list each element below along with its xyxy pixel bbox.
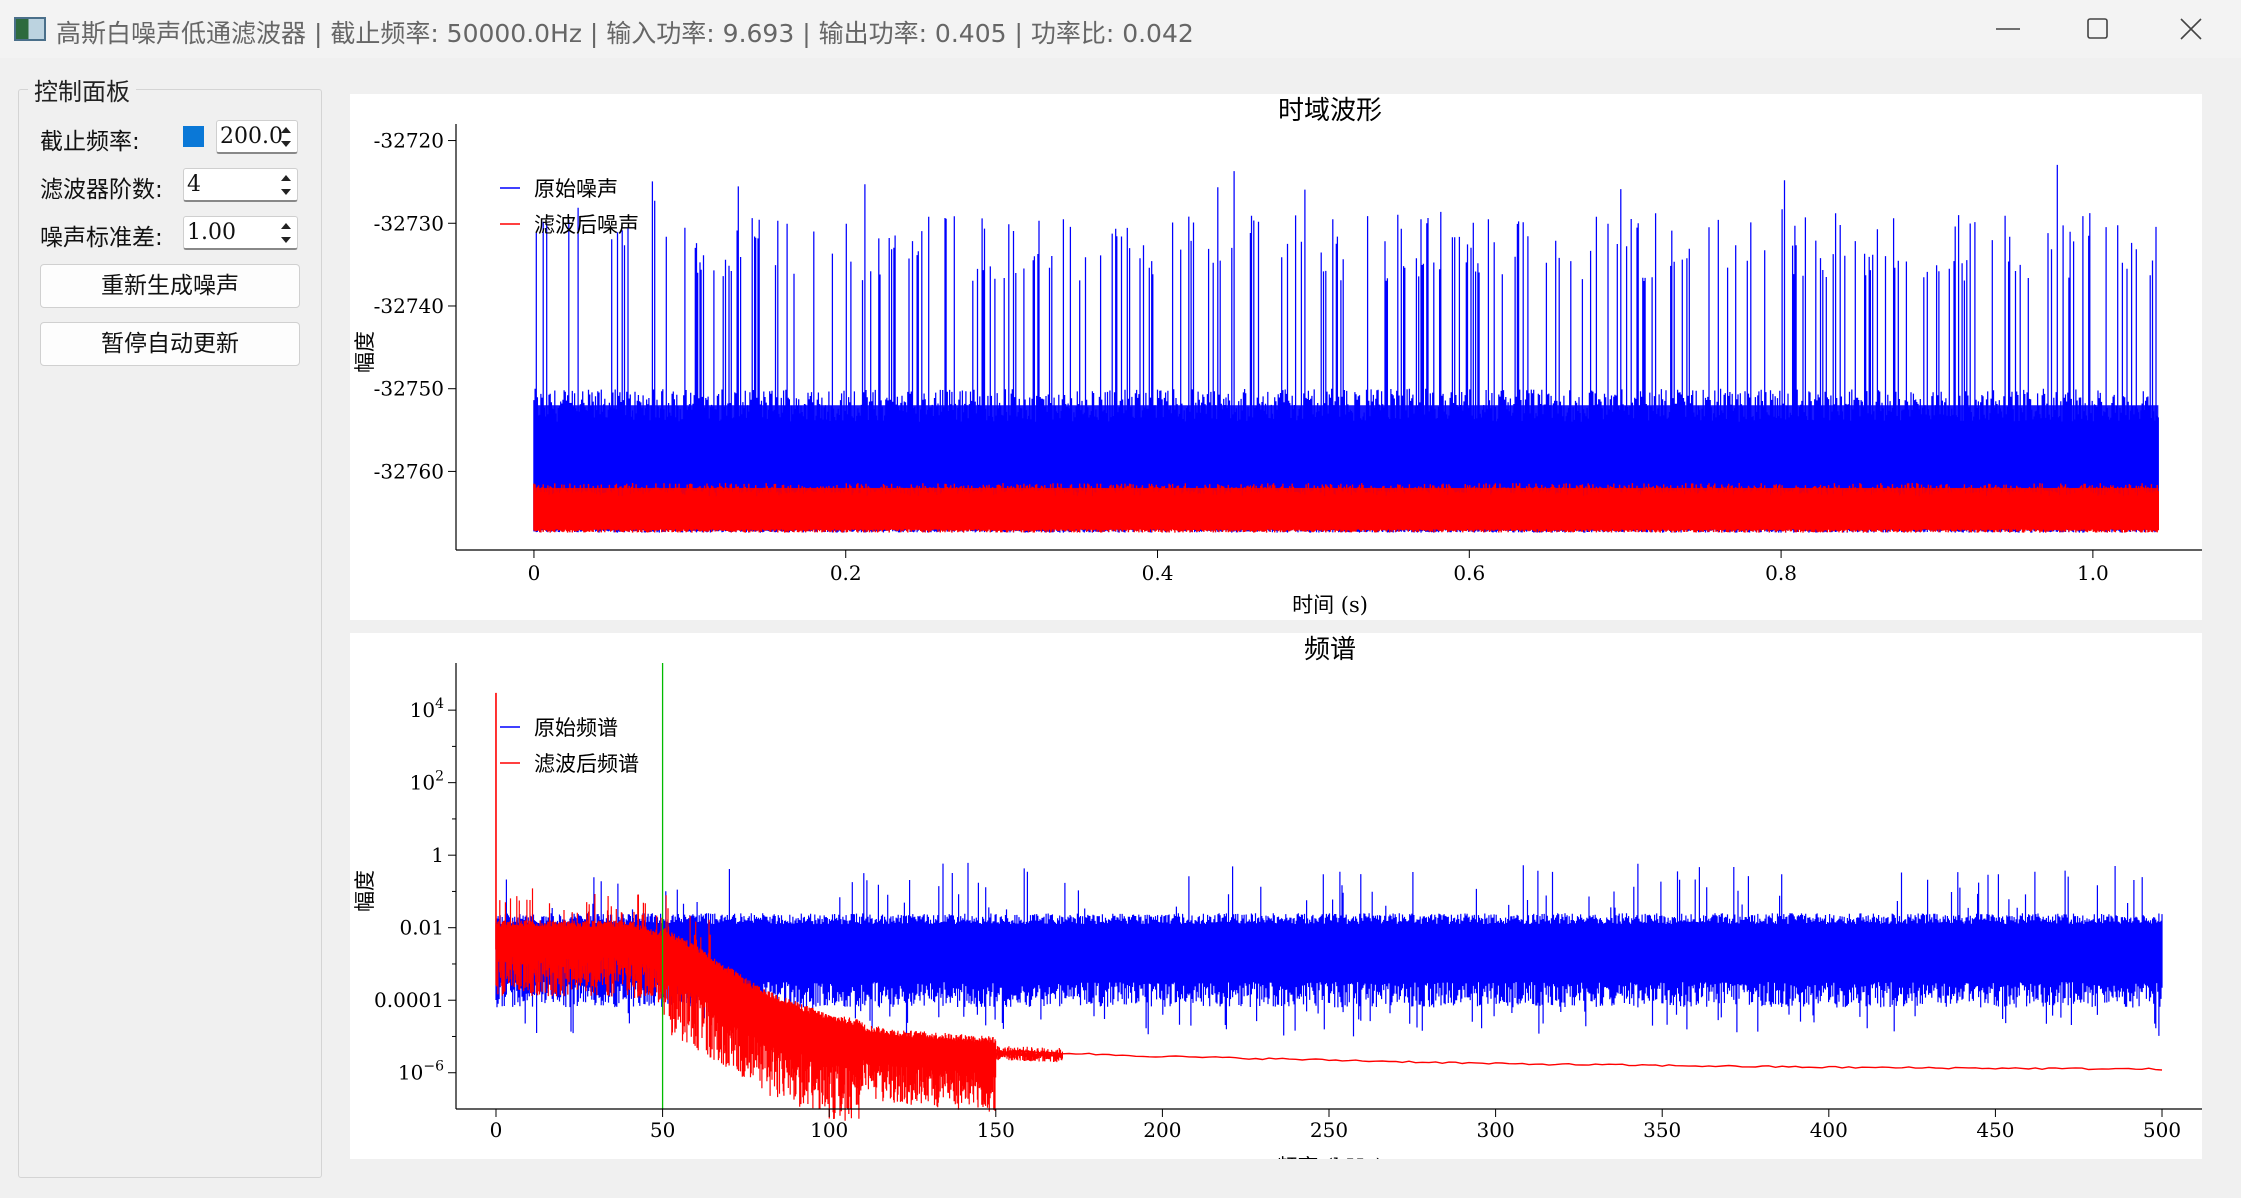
cutoff-color-swatch [183,126,204,147]
legend-label: 原始频谱 [534,716,618,740]
x-tick-label: 350 [1643,1118,1681,1142]
filtered-noise-band [533,487,2159,530]
y-tick-label: 102 [410,769,444,795]
x-tick-label: 200 [1143,1118,1181,1142]
minimize-button[interactable] [1962,0,2054,58]
spin-arrows-icon[interactable] [275,121,297,153]
cutoff-value: 200.0 [220,124,283,149]
y-tick-label: -32760 [374,459,444,483]
legend-label: 原始噪声 [534,177,618,201]
x-tick-label: 0 [528,561,541,585]
y-tick-label: 10−6 [398,1059,444,1085]
cutoff-label: 截止频率: [40,129,140,155]
time-plot-panel: 时域波形 0 0.2 0.4 0.6 0.8 1.0 -32720 -32730 -32740 -3… [350,94,2202,620]
y-tick-label: -32720 [374,129,444,153]
title-bar: 高斯白噪声低通滤波器 | 截止频率: 50000.0Hz | 输入功率: 9.6… [0,0,2241,58]
window-title: 高斯白噪声低通滤波器 | 截止频率: 50000.0Hz | 输入功率: 9.6… [56,19,1194,48]
raw-spectrum-band [495,929,2163,970]
y-tick-label: 0.01 [399,916,444,940]
y-tick-label: 104 [410,696,444,722]
x-axis-label: 时间 (s) [1292,593,1368,617]
cutoff-spinbox[interactable]: 200.0 [216,120,298,154]
y-tick-label: -32750 [374,377,444,401]
legend-label: 滤波后频谱 [534,752,639,776]
x-tick-label: 450 [1976,1118,2014,1142]
y-tick-label: -32730 [374,211,444,235]
std-label: 噪声标准差: [40,225,163,251]
std-spinbox[interactable]: 1.00 [183,216,298,250]
x-tick-label: 0.4 [1142,561,1174,585]
x-tick-label: 0 [490,1118,503,1142]
x-tick-label: 50 [650,1118,675,1142]
order-spinbox[interactable]: 4 [183,168,298,202]
maximize-icon [2087,18,2108,39]
std-value: 1.00 [187,220,236,245]
y-tick-label: -32740 [374,294,444,318]
order-value: 4 [187,172,201,197]
freq-plot-panel: 频谱 0 50 100 150 200 250 300 350 400 450 500 104 102 1 0… [350,633,2202,1179]
chart-app-icon [14,17,46,41]
x-tick-label: 0.8 [1765,561,1797,585]
legend-label: 滤波后噪声 [534,213,639,237]
x-tick-label: 0.2 [830,561,862,585]
y-tick-label: 1 [431,843,444,867]
spin-arrows-icon[interactable] [275,217,297,249]
order-label: 滤波器阶数: [40,177,163,203]
chart-title: 时域波形 [1278,96,1382,126]
x-tick-label: 400 [1810,1118,1848,1142]
close-button[interactable] [2145,0,2237,58]
maximize-button[interactable] [2052,0,2144,58]
y-tick-label: 0.0001 [374,988,444,1012]
y-axis-label: 幅度 [353,331,377,373]
control-panel-title: 控制面板 [28,72,136,107]
x-tick-label: 150 [977,1118,1015,1142]
close-icon [2180,18,2202,40]
chart-title: 频谱 [1304,635,1356,665]
y-axis-label: 幅度 [353,870,377,912]
x-tick-label: 100 [810,1118,848,1142]
spin-arrows-icon[interactable] [275,169,297,201]
filtered-spectrum-trace [495,888,1063,1121]
control-panel [18,89,322,1178]
x-tick-label: 250 [1310,1118,1348,1142]
filtered-spectrum-tail [995,1050,2163,1071]
spectrum-chart[interactable]: 频谱0 50 100 150 200 250 300 350 400 450 50010410210… [350,633,2202,1179]
x-tick-label: 500 [2143,1118,2181,1142]
x-tick-label: 0.6 [1453,561,1485,585]
minimize-icon [1996,28,2020,30]
x-axis-label: 频率 (kHz) [1276,1155,1383,1159]
pause-auto-update-button[interactable]: 暂停自动更新 [40,322,300,366]
x-tick-label: 1.0 [2077,561,2109,585]
regenerate-noise-button[interactable]: 重新生成噪声 [40,264,300,308]
x-tick-label: 300 [1477,1118,1515,1142]
time-domain-chart[interactable]: 时域波形 0 0.2 0.4 0.6 0.8 1.0 -32720 -32730 -32740 -3… [350,94,2202,620]
